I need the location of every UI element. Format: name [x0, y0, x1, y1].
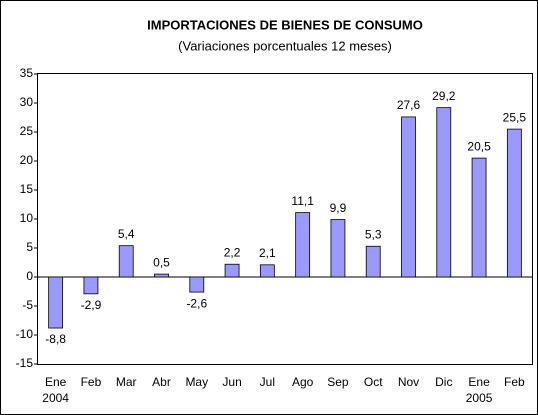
- value-label: 5,4: [118, 227, 135, 241]
- value-label: 20,5: [467, 139, 491, 153]
- bar: [224, 263, 240, 278]
- bar: [365, 245, 381, 278]
- value-label: 0,5: [153, 255, 170, 269]
- value-label: 2,1: [259, 246, 276, 260]
- x-tick-label: Mar: [116, 375, 137, 389]
- bar: [401, 116, 416, 278]
- value-label: -2,9: [81, 298, 102, 312]
- y-tick-label: 15: [20, 182, 34, 196]
- bar: [295, 212, 311, 278]
- bar: [154, 273, 169, 278]
- chart-title: IMPORTACIONES DE BIENES DE CONSUMO: [147, 17, 423, 32]
- value-label: 9,9: [330, 201, 347, 215]
- x-tick-label: Dic: [435, 375, 452, 389]
- x-tick-label: Nov: [398, 375, 419, 389]
- x-tick-label: Jun: [222, 375, 241, 389]
- value-label: 29,2: [432, 89, 456, 103]
- value-label: 5,3: [365, 227, 382, 241]
- y-tick-label: 35: [20, 66, 34, 80]
- bar: [48, 276, 64, 329]
- bar: [259, 264, 275, 278]
- y-tick-label: 10: [20, 211, 34, 225]
- x-tick-label: Jul: [260, 375, 275, 389]
- y-tick-label: 20: [20, 153, 34, 167]
- x-tick-label: Feb: [504, 375, 525, 389]
- value-label: 2,2: [224, 245, 241, 259]
- bar: [436, 107, 452, 278]
- x-tick-label: May: [185, 375, 208, 389]
- y-tick-label: -5: [22, 298, 33, 312]
- y-tick-label: 0: [26, 269, 33, 283]
- x-tick-label: Ene 2005: [466, 375, 493, 405]
- x-tick-label: Sep: [327, 375, 349, 389]
- value-label: -2,6: [186, 296, 207, 310]
- bar: [83, 276, 99, 295]
- y-tick-label: -15: [16, 356, 34, 370]
- value-label: 11,1: [291, 194, 314, 208]
- value-label: 27,6: [397, 98, 421, 112]
- x-tick-label: Feb: [81, 375, 102, 389]
- bar: [471, 157, 487, 278]
- bar: [189, 276, 205, 293]
- bar: [330, 219, 346, 278]
- x-tick-label: Ago: [292, 375, 314, 389]
- bar: [118, 245, 134, 278]
- y-tick-label: -10: [16, 327, 34, 341]
- y-tick-label: 25: [20, 124, 34, 138]
- value-label: -8,8: [45, 332, 66, 346]
- chart-subtitle: (Variaciones porcentuales 12 meses): [178, 38, 392, 53]
- bar: [506, 128, 522, 278]
- x-tick-label: Oct: [364, 375, 383, 389]
- y-tick-label: 30: [20, 95, 34, 109]
- x-tick-label: Abr: [152, 375, 171, 389]
- x-tick-label: Ene 2004: [42, 375, 69, 405]
- value-label: 25,5: [503, 110, 527, 124]
- y-tick-label: 5: [26, 240, 33, 254]
